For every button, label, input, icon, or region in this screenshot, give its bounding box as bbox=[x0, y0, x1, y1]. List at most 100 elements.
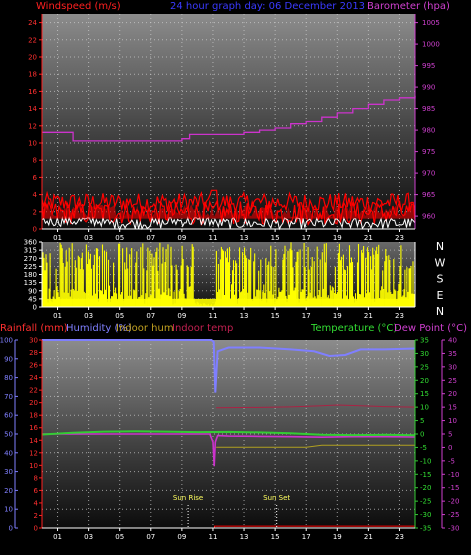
y-left-tick-label: 270 bbox=[24, 255, 37, 263]
dewpoint-tick-label: 5 bbox=[448, 431, 452, 439]
rainfall-tick-label: 0 bbox=[34, 525, 38, 533]
rainfall-tick-label: 2 bbox=[34, 512, 38, 520]
windspeed-axis-title: Windspeed (m/s) bbox=[36, 1, 121, 12]
wind-pressure-series bbox=[41, 95, 416, 231]
humidity-tick-label: 40 bbox=[4, 449, 13, 457]
humidity-tick-label: 70 bbox=[4, 393, 13, 401]
y-left-tick-label: 225 bbox=[24, 263, 37, 271]
wind-direction-series bbox=[41, 242, 415, 307]
humidity-tick-label: 100 bbox=[0, 337, 13, 345]
x-tick-label: 13 bbox=[240, 533, 249, 541]
y-left-tick-label: 8 bbox=[33, 157, 37, 165]
temperature-tick-label: 25 bbox=[420, 363, 429, 371]
x-tick-label: 11 bbox=[208, 234, 217, 242]
temperature-tick-label: 15 bbox=[420, 390, 429, 398]
rainfall-tick-label: 8 bbox=[34, 474, 38, 482]
x-tick-label: 19 bbox=[333, 312, 342, 320]
y-left-tick-label: 315 bbox=[24, 247, 37, 255]
x-tick-label: 11 bbox=[208, 533, 217, 541]
wind-pressure-axes: 0246810121416182022249609659709759809859… bbox=[28, 14, 440, 242]
series-average-wind-line bbox=[41, 215, 416, 231]
rainfall-tick-label: 10 bbox=[29, 462, 38, 470]
y-left-tick-label: 90 bbox=[28, 287, 37, 295]
y-left-tick-label: 0 bbox=[33, 304, 37, 312]
y-left-tick-label: 12 bbox=[28, 122, 37, 130]
barometer-axis-title: Barometer (hpa) bbox=[367, 1, 450, 12]
dewpoint-tick-label: 25 bbox=[448, 377, 457, 385]
x-tick-label: 23 bbox=[395, 533, 404, 541]
rainfall-tick-label: 6 bbox=[34, 487, 39, 495]
temperature-tick-label: 5 bbox=[420, 417, 424, 425]
y-left-tick-label: 24 bbox=[28, 19, 37, 27]
rainfall-tick-label: 26 bbox=[29, 362, 38, 370]
dewpoint-tick-label: 15 bbox=[448, 404, 457, 412]
y-right-tick-label: 1000 bbox=[422, 41, 440, 49]
y-right-tick-label: 975 bbox=[422, 148, 435, 156]
humidity-tick-label: 30 bbox=[4, 468, 13, 476]
x-tick-label: 23 bbox=[395, 312, 404, 320]
x-tick-label: 07 bbox=[146, 312, 155, 320]
windspeed-area bbox=[42, 203, 415, 219]
x-tick-label: 09 bbox=[177, 533, 186, 541]
rainfall-tick-label: 24 bbox=[29, 374, 38, 382]
humidity-tick-label: 10 bbox=[4, 506, 13, 514]
x-tick-label: 05 bbox=[115, 234, 124, 242]
temperature-tick-label: -20 bbox=[420, 484, 431, 492]
rainfall-tick-label: 4 bbox=[34, 499, 39, 507]
x-tick-label: 05 bbox=[115, 533, 124, 541]
x-tick-label: 17 bbox=[302, 234, 311, 242]
dewpoint-tick-label: -25 bbox=[448, 511, 459, 519]
rainfall-tick-label: 18 bbox=[29, 412, 38, 420]
direction-base-fill bbox=[42, 298, 415, 307]
x-tick-label: 15 bbox=[271, 312, 280, 320]
x-tick-label: 07 bbox=[146, 533, 155, 541]
x-tick-label: 21 bbox=[364, 234, 373, 242]
rainfall-tick-label: 30 bbox=[29, 337, 38, 345]
temperature-tick-label: 0 bbox=[420, 431, 424, 439]
y-right-tick-label: 960 bbox=[422, 213, 435, 221]
x-tick-label: 01 bbox=[53, 533, 62, 541]
y-right-tick-label: 985 bbox=[422, 105, 435, 113]
sun-set-label: Sun Set bbox=[263, 494, 290, 502]
x-tick-label: 15 bbox=[271, 533, 280, 541]
x-tick-label: 09 bbox=[177, 234, 186, 242]
temperature-tick-label: -30 bbox=[420, 511, 431, 519]
series-humidity-line bbox=[42, 339, 416, 393]
temperature-tick-label: -5 bbox=[420, 444, 427, 452]
dewpoint-tick-label: 0 bbox=[448, 444, 452, 452]
humidity-tick-label: 20 bbox=[4, 487, 13, 495]
x-tick-label: 03 bbox=[84, 533, 93, 541]
y-right-tick-label: 965 bbox=[422, 191, 435, 199]
y-left-tick-label: 14 bbox=[28, 105, 37, 113]
y-left-tick-label: 180 bbox=[24, 271, 37, 279]
humidity-tick-label: 80 bbox=[4, 374, 13, 382]
temperature-tick-label: -10 bbox=[420, 457, 431, 465]
series-temperature-line bbox=[41, 430, 416, 437]
dewpoint-axis-title: Dew Point (°C) bbox=[394, 323, 467, 334]
dewpoint-tick-label: 10 bbox=[448, 417, 457, 425]
temperature-tick-label: -15 bbox=[420, 471, 431, 479]
series-dewpoint-line bbox=[42, 433, 416, 467]
y-left-tick-label: 10 bbox=[28, 140, 37, 148]
y-left-tick-label: 22 bbox=[28, 36, 37, 44]
x-tick-label: 15 bbox=[271, 234, 280, 242]
x-tick-label: 21 bbox=[364, 312, 373, 320]
y-left-tick-label: 360 bbox=[24, 239, 37, 247]
rainfall-tick-label: 22 bbox=[29, 387, 38, 395]
rainfall-tick-label: 16 bbox=[29, 424, 38, 432]
compass-direction-label: N bbox=[436, 240, 444, 253]
dewpoint-tick-label: 40 bbox=[448, 337, 457, 345]
y-right-tick-label: 990 bbox=[422, 84, 435, 92]
x-tick-label: 13 bbox=[240, 234, 249, 242]
x-tick-label: 03 bbox=[84, 312, 93, 320]
compass-direction-label: E bbox=[437, 289, 444, 302]
x-tick-label: 01 bbox=[53, 234, 62, 242]
chart-title: 24 hour graph day: 06 December 2013 bbox=[170, 1, 365, 12]
temperature-tick-label: -25 bbox=[420, 498, 431, 506]
rainfall-tick-label: 12 bbox=[29, 449, 38, 457]
temperature-tick-label: 35 bbox=[420, 337, 429, 345]
compass-direction-label: N bbox=[436, 305, 444, 318]
dewpoint-tick-label: -30 bbox=[448, 525, 459, 533]
